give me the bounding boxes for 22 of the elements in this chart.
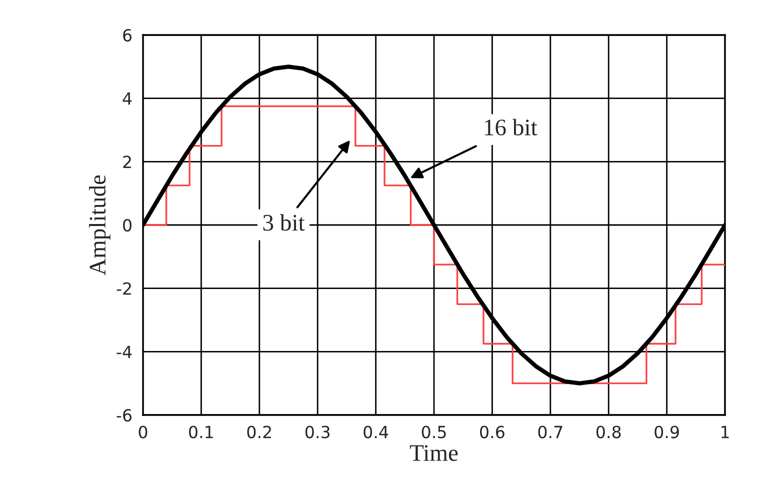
x-tick-label: 0.5 xyxy=(422,426,446,438)
x-tick-label: 0.8 xyxy=(596,426,621,438)
x-tick-label: 0.3 xyxy=(305,426,330,438)
x-tick-label: 0.9 xyxy=(654,426,679,438)
y-tick-label: -4 xyxy=(116,346,132,358)
x-tick-label: 0.4 xyxy=(364,426,388,438)
y-tick-label: 2 xyxy=(123,156,131,168)
y-tick-label: 6 xyxy=(123,28,132,42)
y-tick-label: 4 xyxy=(122,92,132,105)
y-axis-title: Amplitude xyxy=(89,175,110,276)
x-tick-label: 0.6 xyxy=(480,426,504,438)
annotation: 16 bit xyxy=(484,118,538,136)
x-tick-label: 0.7 xyxy=(538,426,562,438)
x-axis-title: Time xyxy=(410,445,458,461)
y-tick-label: 0 xyxy=(123,218,132,232)
annotation: 3 bit xyxy=(263,214,305,231)
x-tick-label: 0.1 xyxy=(189,426,213,438)
y-tick-label: -6 xyxy=(116,408,132,422)
x-tick-label: 0 xyxy=(138,426,148,438)
x-tick-label: 0.2 xyxy=(247,426,271,438)
x-tick-label: 1 xyxy=(722,426,729,438)
y-tick-label: -2 xyxy=(116,282,131,295)
